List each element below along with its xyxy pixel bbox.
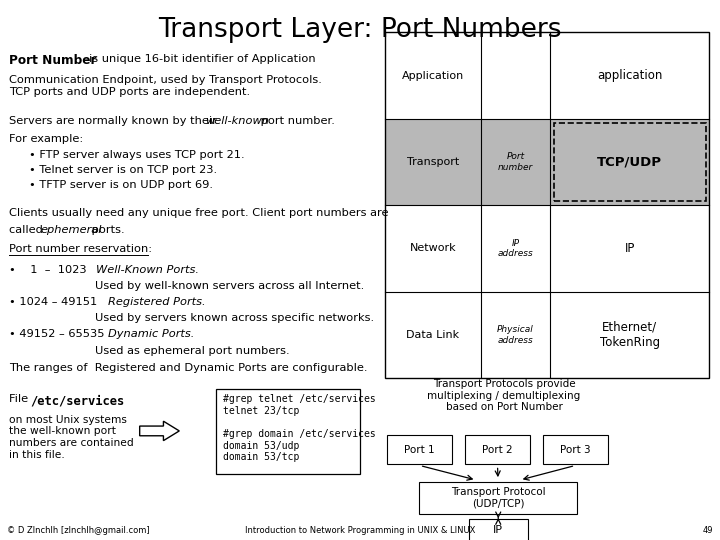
- Text: application: application: [597, 69, 662, 82]
- Text: #grep telnet /etc/services
telnet 23/tcp

#grep domain /etc/services
domain 53/u: #grep telnet /etc/services telnet 23/tcp…: [223, 394, 376, 462]
- Bar: [419, 482, 577, 514]
- Text: Port number reservation:: Port number reservation:: [9, 244, 152, 254]
- Bar: [385, 119, 709, 205]
- Text: Network: Network: [410, 244, 456, 253]
- Text: •    1  –  1023: • 1 – 1023: [9, 265, 90, 275]
- Text: Port Number: Port Number: [9, 54, 96, 67]
- Text: IP: IP: [493, 525, 503, 535]
- Text: • 1024 – 49151: • 1024 – 49151: [9, 297, 101, 307]
- Bar: [216, 389, 360, 474]
- Text: Used as ephemeral port numbers.: Used as ephemeral port numbers.: [95, 346, 289, 356]
- Text: The ranges of  Registered and Dynamic Ports are configurable.: The ranges of Registered and Dynamic Por…: [9, 363, 367, 373]
- Text: Port 2: Port 2: [482, 444, 513, 455]
- Text: Servers are normally known by their: Servers are normally known by their: [9, 116, 220, 126]
- Text: Clients usually need any unique free port. Client port numbers are: Clients usually need any unique free por…: [9, 208, 388, 219]
- Text: TCP/UDP: TCP/UDP: [598, 156, 662, 168]
- Text: called: called: [9, 225, 46, 235]
- Text: Transport Protocols provide
multiplexing / demultiplexing
based on Port Number: Transport Protocols provide multiplexing…: [428, 379, 580, 412]
- Text: well-known: well-known: [205, 116, 269, 126]
- Text: IP: IP: [625, 242, 635, 255]
- Text: Transport: Transport: [407, 157, 459, 167]
- Text: • FTP server always uses TCP port 21.: • FTP server always uses TCP port 21.: [29, 150, 244, 160]
- Text: © D Zlnchlh [zlnchlh@gmail.com]: © D Zlnchlh [zlnchlh@gmail.com]: [7, 525, 150, 535]
- Text: • 49152 – 65535: • 49152 – 65535: [9, 329, 108, 340]
- Text: Application: Application: [402, 71, 464, 80]
- Text: Well-Known Ports.: Well-Known Ports.: [96, 265, 199, 275]
- Text: on most Unix systems
the well-known port
numbers are contained
in this file.: on most Unix systems the well-known port…: [9, 415, 133, 460]
- Bar: [543, 435, 608, 464]
- Text: Registered Ports.: Registered Ports.: [108, 297, 206, 307]
- Text: Ethernet/
TokenRing: Ethernet/ TokenRing: [600, 321, 660, 349]
- Text: Data Link: Data Link: [406, 330, 459, 340]
- Bar: [554, 123, 706, 201]
- Text: Dynamic Ports.: Dynamic Ports.: [108, 329, 194, 340]
- Text: is unique 16-bit identifier of Application: is unique 16-bit identifier of Applicati…: [89, 54, 316, 64]
- Text: Transport Protocol
(UDP/TCP): Transport Protocol (UDP/TCP): [451, 487, 546, 509]
- Text: • Telnet server is on TCP port 23.: • Telnet server is on TCP port 23.: [29, 165, 217, 176]
- Text: IP
address: IP address: [498, 239, 534, 258]
- Text: port number.: port number.: [257, 116, 335, 126]
- Text: Physical
address: Physical address: [498, 325, 534, 345]
- Text: Communication Endpoint, used by Transport Protocols.: Communication Endpoint, used by Transpor…: [9, 75, 322, 85]
- Bar: [469, 519, 528, 540]
- Text: TCP ports and UDP ports are independent.: TCP ports and UDP ports are independent.: [9, 87, 250, 98]
- Text: • TFTP server is on UDP port 69.: • TFTP server is on UDP port 69.: [29, 180, 213, 191]
- Text: /etc/services: /etc/services: [30, 394, 125, 407]
- Text: 49: 49: [702, 525, 713, 535]
- Text: Used by well-known servers across all Internet.: Used by well-known servers across all In…: [95, 281, 364, 291]
- Text: Introduction to Network Programming in UNIX & LINUX: Introduction to Network Programming in U…: [245, 525, 475, 535]
- Bar: [387, 435, 452, 464]
- Text: Port 3: Port 3: [560, 444, 590, 455]
- Text: Port 1: Port 1: [405, 444, 435, 455]
- Text: Transport Layer: Port Numbers: Transport Layer: Port Numbers: [158, 17, 562, 43]
- FancyArrow shape: [140, 421, 179, 441]
- Text: Port
number: Port number: [498, 152, 534, 172]
- Text: Used by servers known across specific networks.: Used by servers known across specific ne…: [95, 313, 374, 323]
- Text: ephemeral: ephemeral: [40, 225, 102, 235]
- Text: ports.: ports.: [88, 225, 125, 235]
- Text: For example:: For example:: [9, 134, 83, 144]
- Text: File: File: [9, 394, 32, 404]
- Bar: [465, 435, 530, 464]
- Bar: [385, 32, 709, 378]
